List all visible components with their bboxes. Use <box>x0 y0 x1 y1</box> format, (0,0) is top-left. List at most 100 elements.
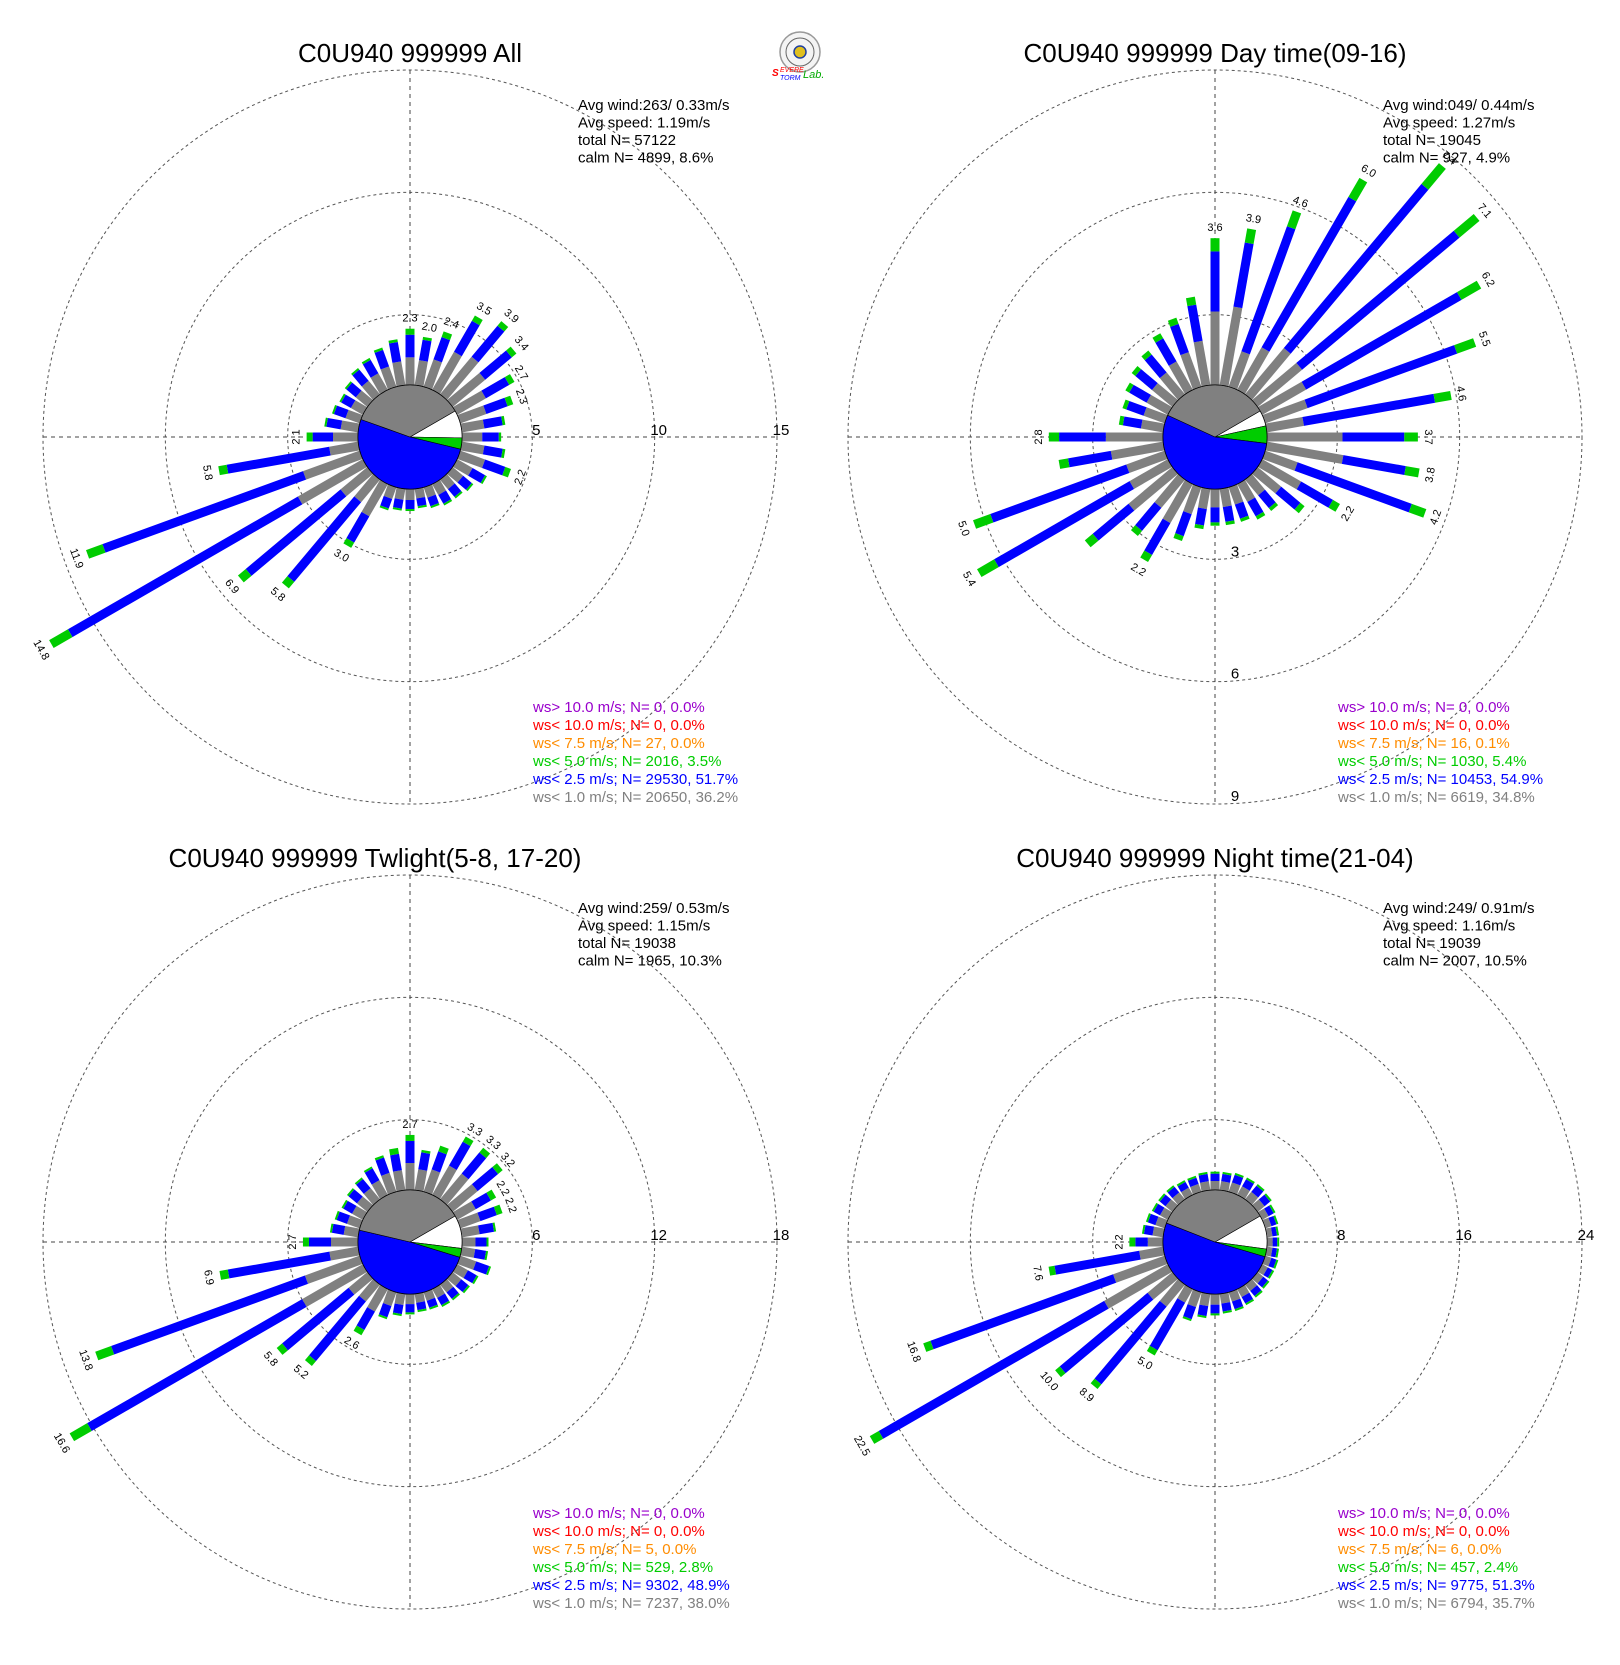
petal-segment-lt1 <box>1264 441 1344 464</box>
petal-segment-lt1 <box>348 1271 374 1295</box>
petal-segment-lt5 <box>405 509 415 512</box>
stat-line: calm N= 1965, 10.3% <box>578 953 722 970</box>
petal-segment-lt1 <box>1264 417 1304 433</box>
petal <box>1256 1263 1275 1279</box>
petal-segment-lt2-5 <box>405 500 415 510</box>
petal-segment-lt1 <box>340 420 361 433</box>
petal-segment-lt1 <box>329 1246 361 1261</box>
petal <box>456 395 514 424</box>
stat-line: Avg speed: 1.15m/s <box>578 918 710 935</box>
petal-segment-lt5 <box>492 1222 497 1232</box>
legend-entry: ws< 5.0 m/s; N= 2016, 3.5% <box>532 753 721 770</box>
petal-segment-lt1 <box>1266 432 1343 442</box>
petal-segment-lt2-5 <box>454 320 480 357</box>
legend-entry: ws< 10.0 m/s; N= 0, 0.0% <box>532 1523 705 1540</box>
petal-label: 2.2 <box>1339 504 1357 523</box>
petal-segment-lt5 <box>501 415 506 426</box>
petal <box>1131 366 1179 408</box>
petal <box>1122 399 1169 424</box>
petal-segment-lt1 <box>459 1246 476 1258</box>
petal <box>1173 483 1202 542</box>
petal-segment-lt5 <box>1454 338 1477 354</box>
lt1-slice <box>1167 384 1261 438</box>
petal <box>461 1237 489 1247</box>
lt2-5-slice <box>1162 414 1267 490</box>
petal-label: 6.2 <box>1479 270 1497 289</box>
legend-entry: ws< 1.0 m/s; N= 6619, 34.8% <box>1337 789 1535 806</box>
petal-label: 2.3 <box>513 387 530 405</box>
petal-label: 2.6 <box>342 1334 361 1352</box>
petal-segment-lt5 <box>237 568 252 583</box>
petal <box>977 458 1174 577</box>
petal-segment-lt2-5 <box>87 1299 307 1431</box>
petal-segment-lt1 <box>1236 347 1270 396</box>
petal-label: 2.2 <box>1129 561 1148 579</box>
petal-segment-lt1 <box>1146 394 1174 416</box>
petal-segment-lt2-5 <box>471 1167 499 1192</box>
petal-segment-lt5 <box>443 499 453 506</box>
wind-rose-panel: C0U940 999999 Day time(09-16) 3 6 9 3.6 3.9 4.… <box>847 38 1583 806</box>
petal-segment-lt5 <box>334 1210 340 1221</box>
petal <box>1251 466 1305 514</box>
petal-segment-lt1 <box>1154 473 1186 508</box>
petal <box>1146 1283 1194 1356</box>
petal-segment-lt2-5 <box>393 498 404 509</box>
petal-segment-lt5 <box>1187 1175 1197 1181</box>
petal-segment-lt2-5 <box>1301 292 1462 390</box>
petal-segment-lt5 <box>923 1340 934 1352</box>
petal-segment-lt2-5 <box>1222 505 1235 522</box>
petal <box>431 315 483 396</box>
petal-segment-lt5 <box>1131 366 1142 377</box>
petal-segment-lt1 <box>1210 488 1220 508</box>
petal-segment-lt2-5 <box>1210 507 1220 523</box>
wind-rose-panel: C0U940 999999 Night time(21-04) 8 16 24 5.0 8… <box>847 843 1594 1612</box>
petal-segment-lt5 <box>497 321 509 332</box>
ring-label: 18 <box>773 1227 790 1244</box>
petal-segment-lt5 <box>1194 523 1204 530</box>
svg-text:Lab.: Lab. <box>803 69 824 81</box>
petal-segment-lt1 <box>405 488 415 501</box>
petal-segment-lt5 <box>1277 1237 1280 1247</box>
petal-segment-lt1 <box>1110 441 1166 460</box>
petal-label: 3.3 <box>465 1121 484 1139</box>
petal-segment-lt1 <box>1151 383 1179 408</box>
petal-segment-lt5 <box>1234 1306 1244 1312</box>
petal-segment-lt2-5 <box>1170 323 1189 356</box>
petal <box>459 441 506 459</box>
petal-segment-lt1 <box>1199 1181 1211 1193</box>
petal-segment-lt2-5 <box>1233 242 1254 309</box>
petal-segment-lt2-5 <box>1153 1203 1165 1216</box>
petal <box>439 1147 491 1206</box>
petal-segment-lt1 <box>451 390 486 416</box>
petal-segment-lt1 <box>367 1283 389 1312</box>
petal-label: 3.0 <box>332 547 351 565</box>
petal-segment-lt2-5 <box>375 1157 390 1176</box>
petal-segment-lt5 <box>1246 1177 1255 1184</box>
petal-segment-lt1 <box>439 1173 469 1206</box>
petal-label: 2.2 <box>502 1196 519 1214</box>
panel-title: C0U940 999999 Twlight(5-8, 17-20) <box>169 843 582 873</box>
legend-entry: ws< 2.5 m/s; N= 9775, 51.3% <box>1337 1577 1535 1594</box>
petal-segment-lt2-5 <box>227 1251 331 1279</box>
panel-title: C0U940 999999 Night time(21-04) <box>1016 843 1413 873</box>
petal-segment-lt1 <box>1261 399 1308 424</box>
petal <box>351 368 381 401</box>
wind-rose-panel: C0U940 999999 Twlight(5-8, 17-20) 6 12 18 2.… <box>42 843 790 1612</box>
petal-segment-lt5 <box>324 417 328 427</box>
petal-segment-lt2-5 <box>405 334 415 358</box>
legend-entry: ws> 10.0 m/s; N= 0, 0.0% <box>1337 699 1510 716</box>
petal-segment-lt5 <box>1182 1316 1192 1322</box>
petal <box>86 450 364 559</box>
stat-line: Avg wind:259/ 0.53m/s <box>578 900 729 917</box>
legend-entry: ws< 5.0 m/s; N= 529, 2.8% <box>532 1559 713 1576</box>
ring-label: 6 <box>532 1227 540 1244</box>
petal-segment-lt5 <box>388 339 398 344</box>
petal-segment-lt2-5 <box>392 1303 404 1315</box>
petal <box>392 486 406 511</box>
petal-segment-lt5 <box>1055 1366 1066 1378</box>
petal-segment-lt2-5 <box>1092 503 1135 541</box>
petal-segment-lt2-5 <box>477 1206 497 1222</box>
wind-rose-panel: C0U940 999999 All 5 10 15 2.3 2.0 2.4 3.5 3.9 3.4… <box>30 38 789 806</box>
petal-segment-lt1 <box>423 359 442 391</box>
